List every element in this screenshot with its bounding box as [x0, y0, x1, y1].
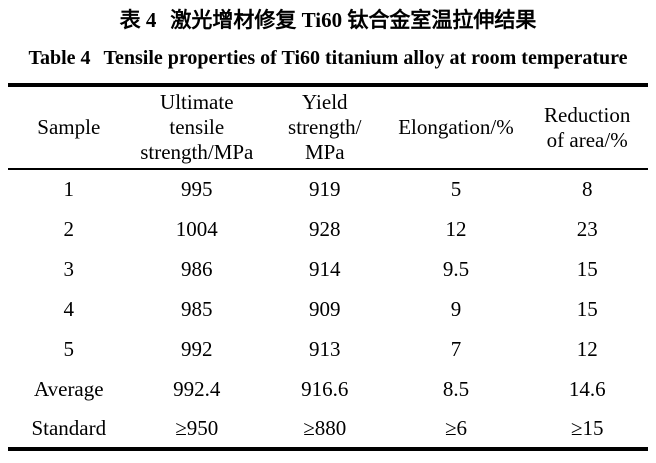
table-body: 1 995 919 5 8 2 1004 928 12 23 3 986 914… — [8, 169, 648, 449]
cell-sample: Average — [34, 376, 104, 401]
cell-sample: 3 — [63, 256, 75, 281]
header-line: of area/% — [546, 127, 628, 152]
table-header: Sample Ultimate tensile strength/MPa Yie… — [8, 85, 648, 169]
header-line: MPa — [304, 140, 345, 164]
table-caption-chinese-label: 表 4 — [119, 8, 157, 32]
cell-uts: 1004 — [175, 216, 218, 241]
cell-yield: 928 — [309, 216, 341, 241]
cell-elongation: ≥6 — [444, 415, 467, 440]
cell-sample: Standard — [31, 415, 107, 440]
table-row: 1 995 919 5 8 — [8, 169, 648, 209]
cell-elongation: 9.5 — [442, 256, 470, 281]
table-row: 3 986 914 9.5 15 — [8, 249, 648, 289]
header-line: Elongation/% — [398, 115, 514, 139]
cell-sample: 1 — [63, 177, 75, 201]
cell-reduction: 23 — [576, 216, 598, 241]
header-line: Ultimate — [160, 90, 234, 114]
header-line: Reduction — [544, 102, 631, 127]
header-line: strength/ — [288, 115, 362, 139]
table-caption-chinese-text: 激光增材修复 Ti60 钛合金室温拉伸结果 — [170, 8, 537, 32]
cell-elongation: 7 — [450, 336, 462, 361]
header-line: strength/MPa — [140, 140, 254, 164]
cell-uts: 985 — [181, 296, 213, 321]
cell-yield: 909 — [309, 296, 341, 321]
cell-uts: 992 — [181, 336, 213, 361]
table-caption-chinese: 表 4 激光增材修复 Ti60 钛合金室温拉伸结果 — [0, 0, 656, 33]
table-row: 5 992 913 7 12 — [8, 329, 648, 369]
cell-yield: 919 — [309, 177, 341, 201]
cell-uts: 992.4 — [173, 376, 221, 401]
cell-sample: 5 — [63, 336, 75, 361]
cell-uts: ≥950 — [175, 415, 219, 440]
table-header-row: Sample Ultimate tensile strength/MPa Yie… — [8, 85, 648, 169]
column-header-yield-strength: Yield strength/ MPa — [264, 85, 386, 169]
cell-elongation: 12 — [445, 216, 467, 241]
cell-reduction: 15 — [576, 256, 598, 281]
cell-elongation: 8.5 — [442, 376, 470, 401]
cell-uts: 986 — [181, 256, 213, 281]
cell-yield: 916.6 — [301, 376, 349, 401]
column-header-ultimate-tensile-strength: Ultimate tensile strength/MPa — [130, 85, 264, 169]
tensile-properties-table: Sample Ultimate tensile strength/MPa Yie… — [8, 83, 648, 451]
cell-elongation: 9 — [450, 296, 462, 321]
header-line: Yield — [302, 90, 348, 114]
cell-reduction: 14.6 — [568, 376, 606, 401]
cell-uts: 995 — [181, 177, 213, 201]
header-line: tensile — [169, 115, 225, 139]
column-header-reduction-of-area: Reduction of area/% — [526, 85, 648, 169]
cell-yield: 913 — [309, 336, 341, 361]
header-line: Sample — [37, 115, 101, 139]
cell-yield: 914 — [309, 256, 341, 281]
table-row-standard: Standard ≥950 ≥880 ≥6 ≥15 — [8, 409, 648, 449]
table-caption-english-text: Tensile properties of Ti60 titanium allo… — [103, 47, 628, 69]
table-caption-english-label: Table 4 — [28, 47, 91, 69]
cell-reduction: ≥15 — [570, 415, 604, 440]
cell-yield: ≥880 — [303, 415, 347, 440]
column-header-elongation: Elongation/% — [386, 85, 527, 169]
cell-reduction: 8 — [581, 177, 593, 201]
cell-sample: 4 — [63, 296, 75, 321]
cell-reduction: 12 — [576, 336, 598, 361]
table-caption-english: Table 4 Tensile properties of Ti60 titani… — [0, 45, 656, 71]
table-row: 4 985 909 9 15 — [8, 289, 648, 329]
table-row: 2 1004 928 12 23 — [8, 209, 648, 249]
column-header-sample: Sample — [8, 85, 130, 169]
cell-reduction: 15 — [576, 296, 598, 321]
table-row-average: Average 992.4 916.6 8.5 14.6 — [8, 369, 648, 409]
cell-elongation: 5 — [450, 177, 462, 201]
cell-sample: 2 — [63, 216, 75, 241]
